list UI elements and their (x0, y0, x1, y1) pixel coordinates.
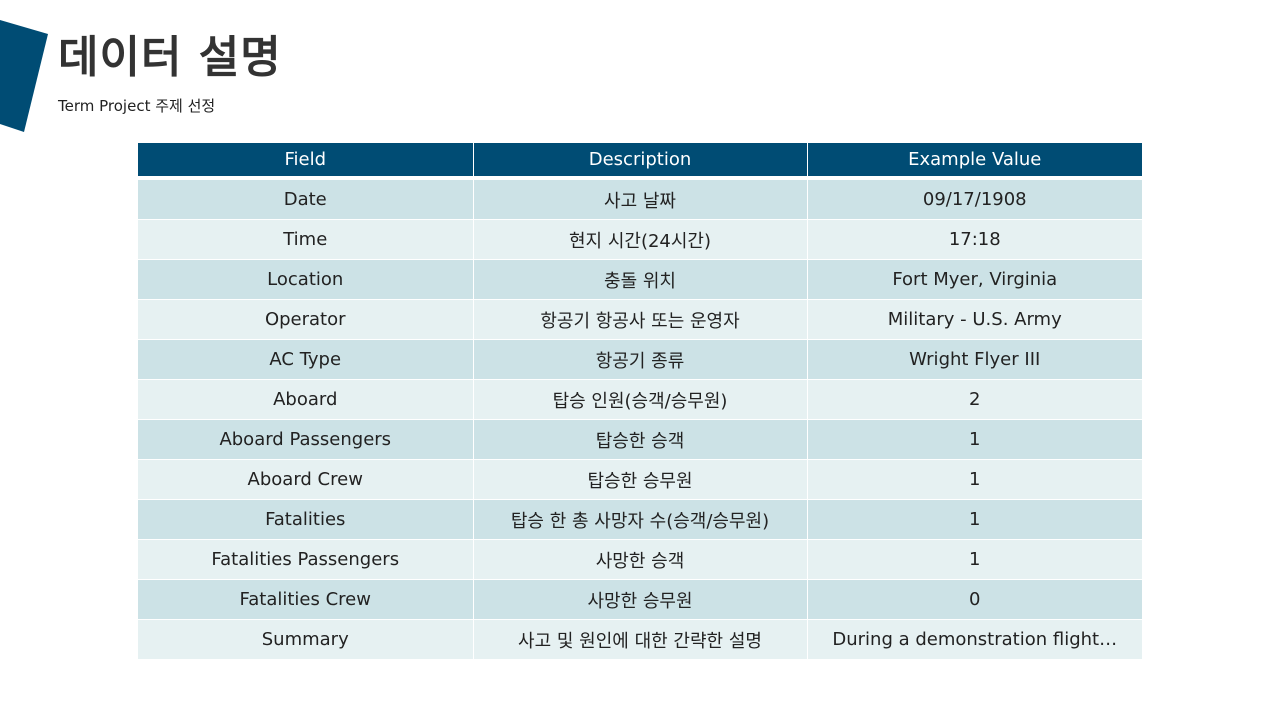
description-cell: 탑승한 승무원 (473, 459, 808, 500)
table-row: Aboard Passengers 탑승한 승객 1 (138, 419, 1142, 460)
description-cell: 사고 및 원인에 대한 간략한 설명 (473, 619, 808, 660)
table-row: Date 사고 날짜 09/17/1908 (138, 178, 1142, 220)
example-value-cell: Military - U.S. Army (807, 299, 1142, 340)
field-cell: Aboard Crew (138, 459, 474, 500)
description-cell: 항공기 종류 (473, 339, 808, 380)
table-header-row: Field Description Example Value (138, 143, 1142, 180)
description-cell: 탑승한 승객 (473, 419, 808, 460)
column-header-field: Field (138, 143, 474, 180)
description-cell: 탑승 인원(승객/승무원) (473, 379, 808, 420)
example-value-cell: 1 (807, 539, 1142, 580)
example-value-cell: 17:18 (807, 219, 1142, 260)
example-value-cell: 1 (807, 419, 1142, 460)
table-row: Location 충돌 위치 Fort Myer, Virginia (138, 259, 1142, 300)
field-cell: Location (138, 259, 474, 300)
example-value-cell: 1 (807, 499, 1142, 540)
data-field-table: Field Description Example Value Date 사고 … (138, 143, 1142, 660)
description-cell: 사망한 승객 (473, 539, 808, 580)
table-row: AC Type 항공기 종류 Wright Flyer III (138, 339, 1142, 380)
page-title: 데이터 설명 (58, 32, 282, 83)
table-row: Fatalities Crew 사망한 승무원 0 (138, 579, 1142, 620)
table-row: Fatalities Passengers 사망한 승객 1 (138, 539, 1142, 580)
page-subtitle: Term Project 주제 선정 (58, 97, 216, 115)
description-cell: 사고 날짜 (473, 178, 808, 220)
field-cell: Fatalities (138, 499, 474, 540)
description-cell: 항공기 항공사 또는 운영자 (473, 299, 808, 340)
description-cell: 충돌 위치 (473, 259, 808, 300)
field-cell: Time (138, 219, 474, 260)
field-cell: Aboard Passengers (138, 419, 474, 460)
example-value-cell: During a demonstration flight… (807, 619, 1142, 660)
field-cell: Fatalities Crew (138, 579, 474, 620)
table-row: Operator 항공기 항공사 또는 운영자 Military - U.S. … (138, 299, 1142, 340)
field-cell: Fatalities Passengers (138, 539, 474, 580)
description-cell: 현지 시간(24시간) (473, 219, 808, 260)
field-cell: Summary (138, 619, 474, 660)
description-cell: 탑승 한 총 사망자 수(승객/승무원) (473, 499, 808, 540)
example-value-cell: 09/17/1908 (807, 178, 1142, 220)
table-row: Summary 사고 및 원인에 대한 간략한 설명 During a demo… (138, 619, 1142, 660)
field-cell: Date (138, 178, 474, 220)
example-value-cell: 0 (807, 579, 1142, 620)
column-header-example-value: Example Value (807, 143, 1142, 180)
example-value-cell: Fort Myer, Virginia (807, 259, 1142, 300)
field-cell: Aboard (138, 379, 474, 420)
table-row: Fatalities 탑승 한 총 사망자 수(승객/승무원) 1 (138, 499, 1142, 540)
table-row: Time 현지 시간(24시간) 17:18 (138, 219, 1142, 260)
corner-accent-shape (0, 20, 48, 132)
example-value-cell: 2 (807, 379, 1142, 420)
example-value-cell: 1 (807, 459, 1142, 500)
table-row: Aboard Crew 탑승한 승무원 1 (138, 459, 1142, 500)
example-value-cell: Wright Flyer III (807, 339, 1142, 380)
description-cell: 사망한 승무원 (473, 579, 808, 620)
field-cell: Operator (138, 299, 474, 340)
table-row: Aboard 탑승 인원(승객/승무원) 2 (138, 379, 1142, 420)
field-cell: AC Type (138, 339, 474, 380)
column-header-description: Description (473, 143, 808, 180)
